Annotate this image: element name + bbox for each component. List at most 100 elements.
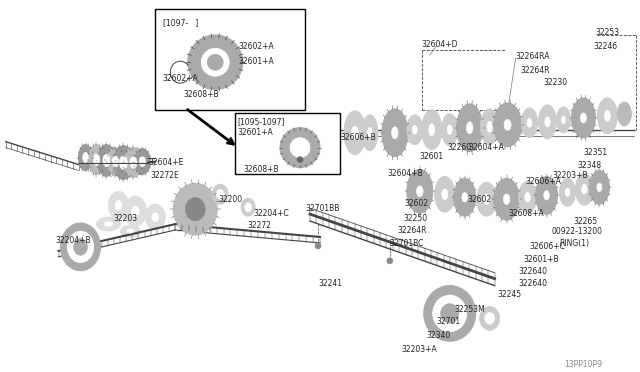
Text: 32701BC: 32701BC [390,239,424,248]
Text: 32608+B: 32608+B [243,164,279,173]
Text: 32264R: 32264R [398,226,428,235]
Text: 32260: 32260 [448,142,472,152]
Text: 32604+D: 32604+D [422,41,458,49]
Text: 32340: 32340 [427,331,451,340]
FancyBboxPatch shape [235,113,340,174]
Ellipse shape [559,179,575,206]
Ellipse shape [68,231,93,262]
Ellipse shape [597,183,602,192]
Ellipse shape [152,213,159,222]
Ellipse shape [407,170,433,213]
Text: 32351: 32351 [584,148,607,157]
Text: 32250: 32250 [404,214,428,223]
Ellipse shape [582,185,587,194]
Ellipse shape [442,114,458,146]
Ellipse shape [447,125,452,135]
Ellipse shape [565,188,570,196]
Ellipse shape [561,116,566,124]
Ellipse shape [442,189,448,200]
Text: 322640: 322640 [518,267,548,276]
Ellipse shape [454,179,476,216]
Ellipse shape [525,192,531,202]
Text: 32253M: 32253M [454,305,486,314]
Ellipse shape [618,102,631,126]
Circle shape [387,258,393,264]
Ellipse shape [93,154,100,166]
Ellipse shape [88,145,104,174]
Ellipse shape [108,148,124,176]
Ellipse shape [467,122,473,134]
Text: 32272E: 32272E [150,171,179,180]
Ellipse shape [351,126,358,139]
Ellipse shape [424,286,476,341]
Ellipse shape [74,238,88,255]
Text: 32200: 32200 [218,195,243,204]
Text: 32203: 32203 [113,214,138,223]
Text: 32601+A: 32601+A [238,57,274,66]
Ellipse shape [241,198,255,216]
Ellipse shape [604,110,611,121]
Text: 32265: 32265 [573,217,598,226]
Text: 32606+A: 32606+A [525,177,561,186]
Text: 32701BB: 32701BB [305,204,339,213]
Ellipse shape [544,190,549,200]
FancyBboxPatch shape [156,9,305,110]
Text: 32272: 32272 [247,221,271,230]
Text: 32246: 32246 [593,42,618,51]
Ellipse shape [580,113,586,123]
Text: 32601+A: 32601+A [237,128,273,137]
Ellipse shape [201,48,229,76]
Text: 32203+B: 32203+B [552,171,588,180]
Ellipse shape [572,98,595,138]
Text: 32606+B: 32606+B [340,133,376,142]
Ellipse shape [83,153,88,163]
Ellipse shape [97,217,120,231]
Ellipse shape [113,146,133,179]
Ellipse shape [382,109,408,157]
Text: 32264RA: 32264RA [516,52,550,61]
Text: 32602: 32602 [468,195,492,204]
Ellipse shape [484,312,495,324]
Ellipse shape [132,206,140,217]
Text: 32608+A: 32608+A [509,209,545,218]
Ellipse shape [518,182,536,213]
Ellipse shape [545,117,550,127]
Ellipse shape [79,145,93,170]
Text: 32608+B: 32608+B [183,90,219,99]
Ellipse shape [536,176,557,214]
Circle shape [315,243,321,249]
Ellipse shape [124,196,147,226]
Ellipse shape [97,145,115,176]
Text: 32601+B: 32601+B [524,255,559,264]
Ellipse shape [440,304,459,323]
Ellipse shape [108,191,129,219]
Text: 32602: 32602 [405,199,429,208]
Text: 32606+C: 32606+C [529,242,565,251]
Ellipse shape [557,107,570,133]
Ellipse shape [344,111,366,155]
Ellipse shape [412,125,417,134]
Text: 32241: 32241 [318,279,342,288]
Ellipse shape [493,103,522,147]
Ellipse shape [112,156,118,167]
Ellipse shape [244,203,252,212]
Ellipse shape [127,229,134,233]
Text: 00922-13200: 00922-13200 [552,227,602,236]
Text: 13PP10P9: 13PP10P9 [564,360,602,369]
Text: 32602+A: 32602+A [163,74,198,83]
Ellipse shape [457,104,483,152]
Ellipse shape [493,179,520,220]
Ellipse shape [527,118,532,127]
Text: 322640: 322640 [518,279,548,288]
Ellipse shape [503,194,510,205]
Ellipse shape [130,157,137,169]
Ellipse shape [575,173,593,205]
Text: 32604+E: 32604+E [148,158,184,167]
Ellipse shape [422,110,442,150]
Ellipse shape [484,194,490,204]
Ellipse shape [538,105,557,139]
Ellipse shape [216,189,224,199]
Ellipse shape [392,127,398,139]
Ellipse shape [124,148,142,177]
Text: 32604+A: 32604+A [468,142,504,152]
